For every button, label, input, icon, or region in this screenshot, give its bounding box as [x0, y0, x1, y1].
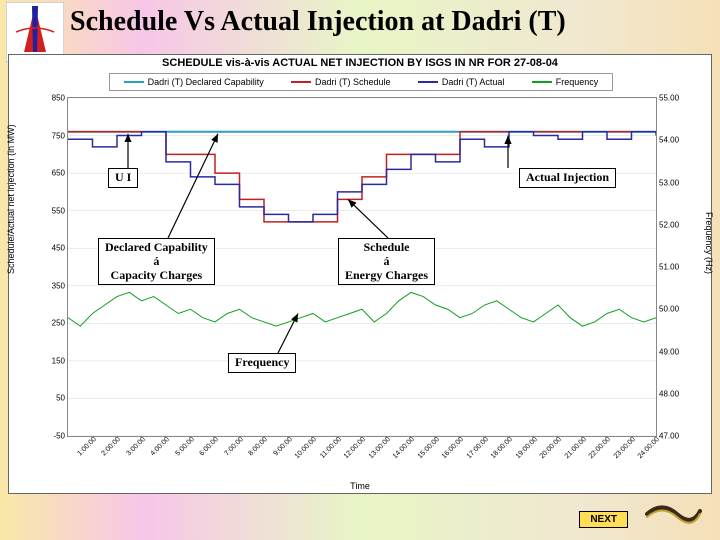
xtick: 22:00:00: [588, 436, 612, 460]
ytick-right: 54.00: [659, 136, 679, 145]
xtick: 21:00:00: [563, 436, 587, 460]
callout-actual: Actual Injection: [519, 168, 616, 188]
legend-item-declared: Dadri (T) Declared Capability: [124, 77, 264, 87]
xtick: 13:00:00: [367, 436, 391, 460]
xtick: 9:00:00: [272, 436, 293, 457]
ytick-right: 50.00: [659, 305, 679, 314]
plot-area: U I Actual Injection Declared Capability…: [67, 97, 657, 437]
xtick: 17:00:00: [465, 436, 489, 460]
xtick: 1:00:00: [76, 436, 97, 457]
y-axis-left-label: Schedule/Actual net injection (in MW): [6, 124, 16, 274]
xtick: 6:00:00: [198, 436, 219, 457]
xtick: 7:00:00: [223, 436, 244, 457]
xtick: 11:00:00: [319, 436, 343, 460]
ytick-left: 550: [52, 206, 65, 215]
xtick: 24:00:00: [637, 436, 661, 460]
xtick: 8:00:00: [247, 436, 268, 457]
ytick-left: 450: [52, 244, 65, 253]
xtick: 20:00:00: [539, 436, 563, 460]
ytick-left: 50: [56, 394, 65, 403]
xtick: 10:00:00: [294, 436, 318, 460]
legend: Dadri (T) Declared Capability Dadri (T) …: [109, 73, 613, 91]
y-axis-right-label: Frequency (Hz): [704, 212, 714, 274]
ytick-left: 750: [52, 131, 65, 140]
x-axis-label: Time: [350, 481, 370, 491]
ytick-right: 49.00: [659, 347, 679, 356]
chart-container: SCHEDULE vis-à-vis ACTUAL NET INJECTION …: [8, 54, 712, 494]
ytick-right: 51.00: [659, 263, 679, 272]
ytick-left: 650: [52, 169, 65, 178]
page-title: Schedule Vs Actual Injection at Dadri (T…: [70, 6, 566, 38]
xtick: 19:00:00: [514, 436, 538, 460]
xtick: 5:00:00: [174, 436, 195, 457]
ytick-right: 47.00: [659, 432, 679, 441]
chart-title: SCHEDULE vis-à-vis ACTUAL NET INJECTION …: [9, 55, 711, 69]
callout-schedule: Schedule á Energy Charges: [338, 238, 435, 285]
xtick: 3:00:00: [125, 436, 146, 457]
ytick-right: 52.00: [659, 220, 679, 229]
ytick-left: 150: [52, 356, 65, 365]
ytick-left: -50: [53, 432, 65, 441]
ytick-right: 53.00: [659, 178, 679, 187]
xtick: 15:00:00: [416, 436, 440, 460]
xtick: 23:00:00: [612, 436, 636, 460]
legend-item-schedule: Dadri (T) Schedule: [291, 77, 391, 87]
legend-item-frequency: Frequency: [532, 77, 599, 87]
callout-declared: Declared Capability á Capacity Charges: [98, 238, 215, 285]
callout-ui: U I: [108, 168, 138, 188]
xtick: 14:00:00: [392, 436, 416, 460]
ytick-right: 48.00: [659, 389, 679, 398]
ytick-left: 850: [52, 94, 65, 103]
ytick-right: 55.00: [659, 94, 679, 103]
legend-item-actual: Dadri (T) Actual: [418, 77, 505, 87]
xtick: 4:00:00: [149, 436, 170, 457]
powergrid-logo: [6, 2, 64, 62]
xtick: 12:00:00: [343, 436, 367, 460]
next-button[interactable]: NEXT: [579, 511, 628, 528]
swirl-decoration-icon: [642, 499, 702, 534]
ytick-left: 250: [52, 319, 65, 328]
ytick-left: 350: [52, 281, 65, 290]
xtick: 18:00:00: [490, 436, 514, 460]
xtick: 2:00:00: [100, 436, 121, 457]
xtick: 16:00:00: [441, 436, 465, 460]
callout-frequency: Frequency: [228, 353, 296, 373]
